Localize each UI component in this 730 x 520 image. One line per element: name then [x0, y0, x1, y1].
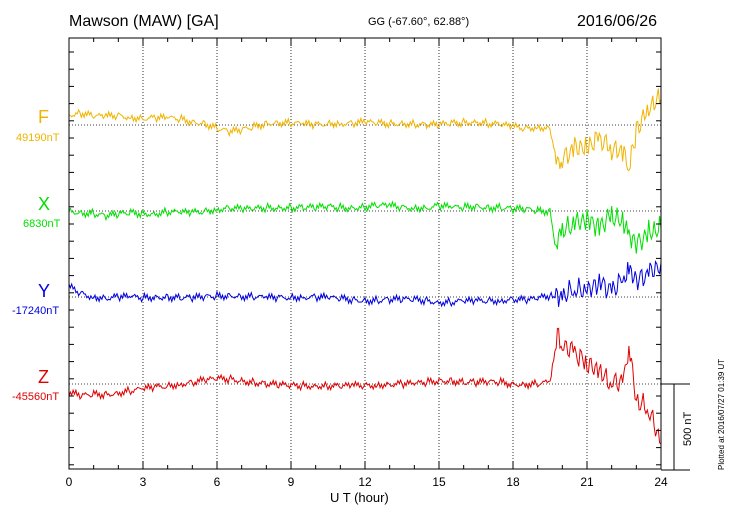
series-line-z	[68, 327, 662, 445]
channel-f-baseline: 49190nT	[16, 132, 60, 144]
series-line-y	[68, 260, 662, 308]
x-tick-label: 0	[66, 475, 73, 489]
plotted-timestamp: Plotted at 2016/07/27 01:39 UT	[717, 358, 726, 470]
x-tick-label: 12	[358, 475, 372, 489]
series-line-f	[68, 88, 662, 172]
x-tick-label: 21	[580, 475, 594, 489]
series-line-x	[68, 200, 662, 254]
series-lines	[68, 88, 662, 445]
geographic-coordinates: GG (-67.60°, 62.88°)	[368, 16, 470, 28]
channel-y-label: Y	[38, 281, 51, 301]
plot-frame	[68, 37, 690, 471]
x-tick-label: 15	[432, 475, 446, 489]
channel-y-baseline: -17240nT	[12, 305, 60, 317]
grid-lines	[69, 38, 661, 469]
channel-f-label: F	[38, 107, 49, 127]
x-tick-label: 9	[288, 475, 295, 489]
x-tick-label: 18	[506, 475, 520, 489]
x-tick-label: 3	[140, 475, 147, 489]
x-axis-label: U T (hour)	[330, 490, 389, 505]
channel-x-baseline: 6830nT	[23, 218, 61, 230]
channel-x-label: X	[38, 194, 51, 214]
station-title: Mawson (MAW) [GA]	[69, 13, 219, 30]
channel-z-label: Z	[38, 367, 49, 387]
x-tick-labels: 0 3 6 9 12 15 18 21 24	[66, 475, 668, 489]
x-tick-label: 6	[214, 475, 221, 489]
x-tick-label: 24	[654, 475, 668, 489]
plot-date: 2016/06/26	[577, 13, 658, 30]
channel-z-baseline: -45560nT	[12, 391, 60, 403]
scale-bar-label: 500 nT	[682, 411, 694, 446]
